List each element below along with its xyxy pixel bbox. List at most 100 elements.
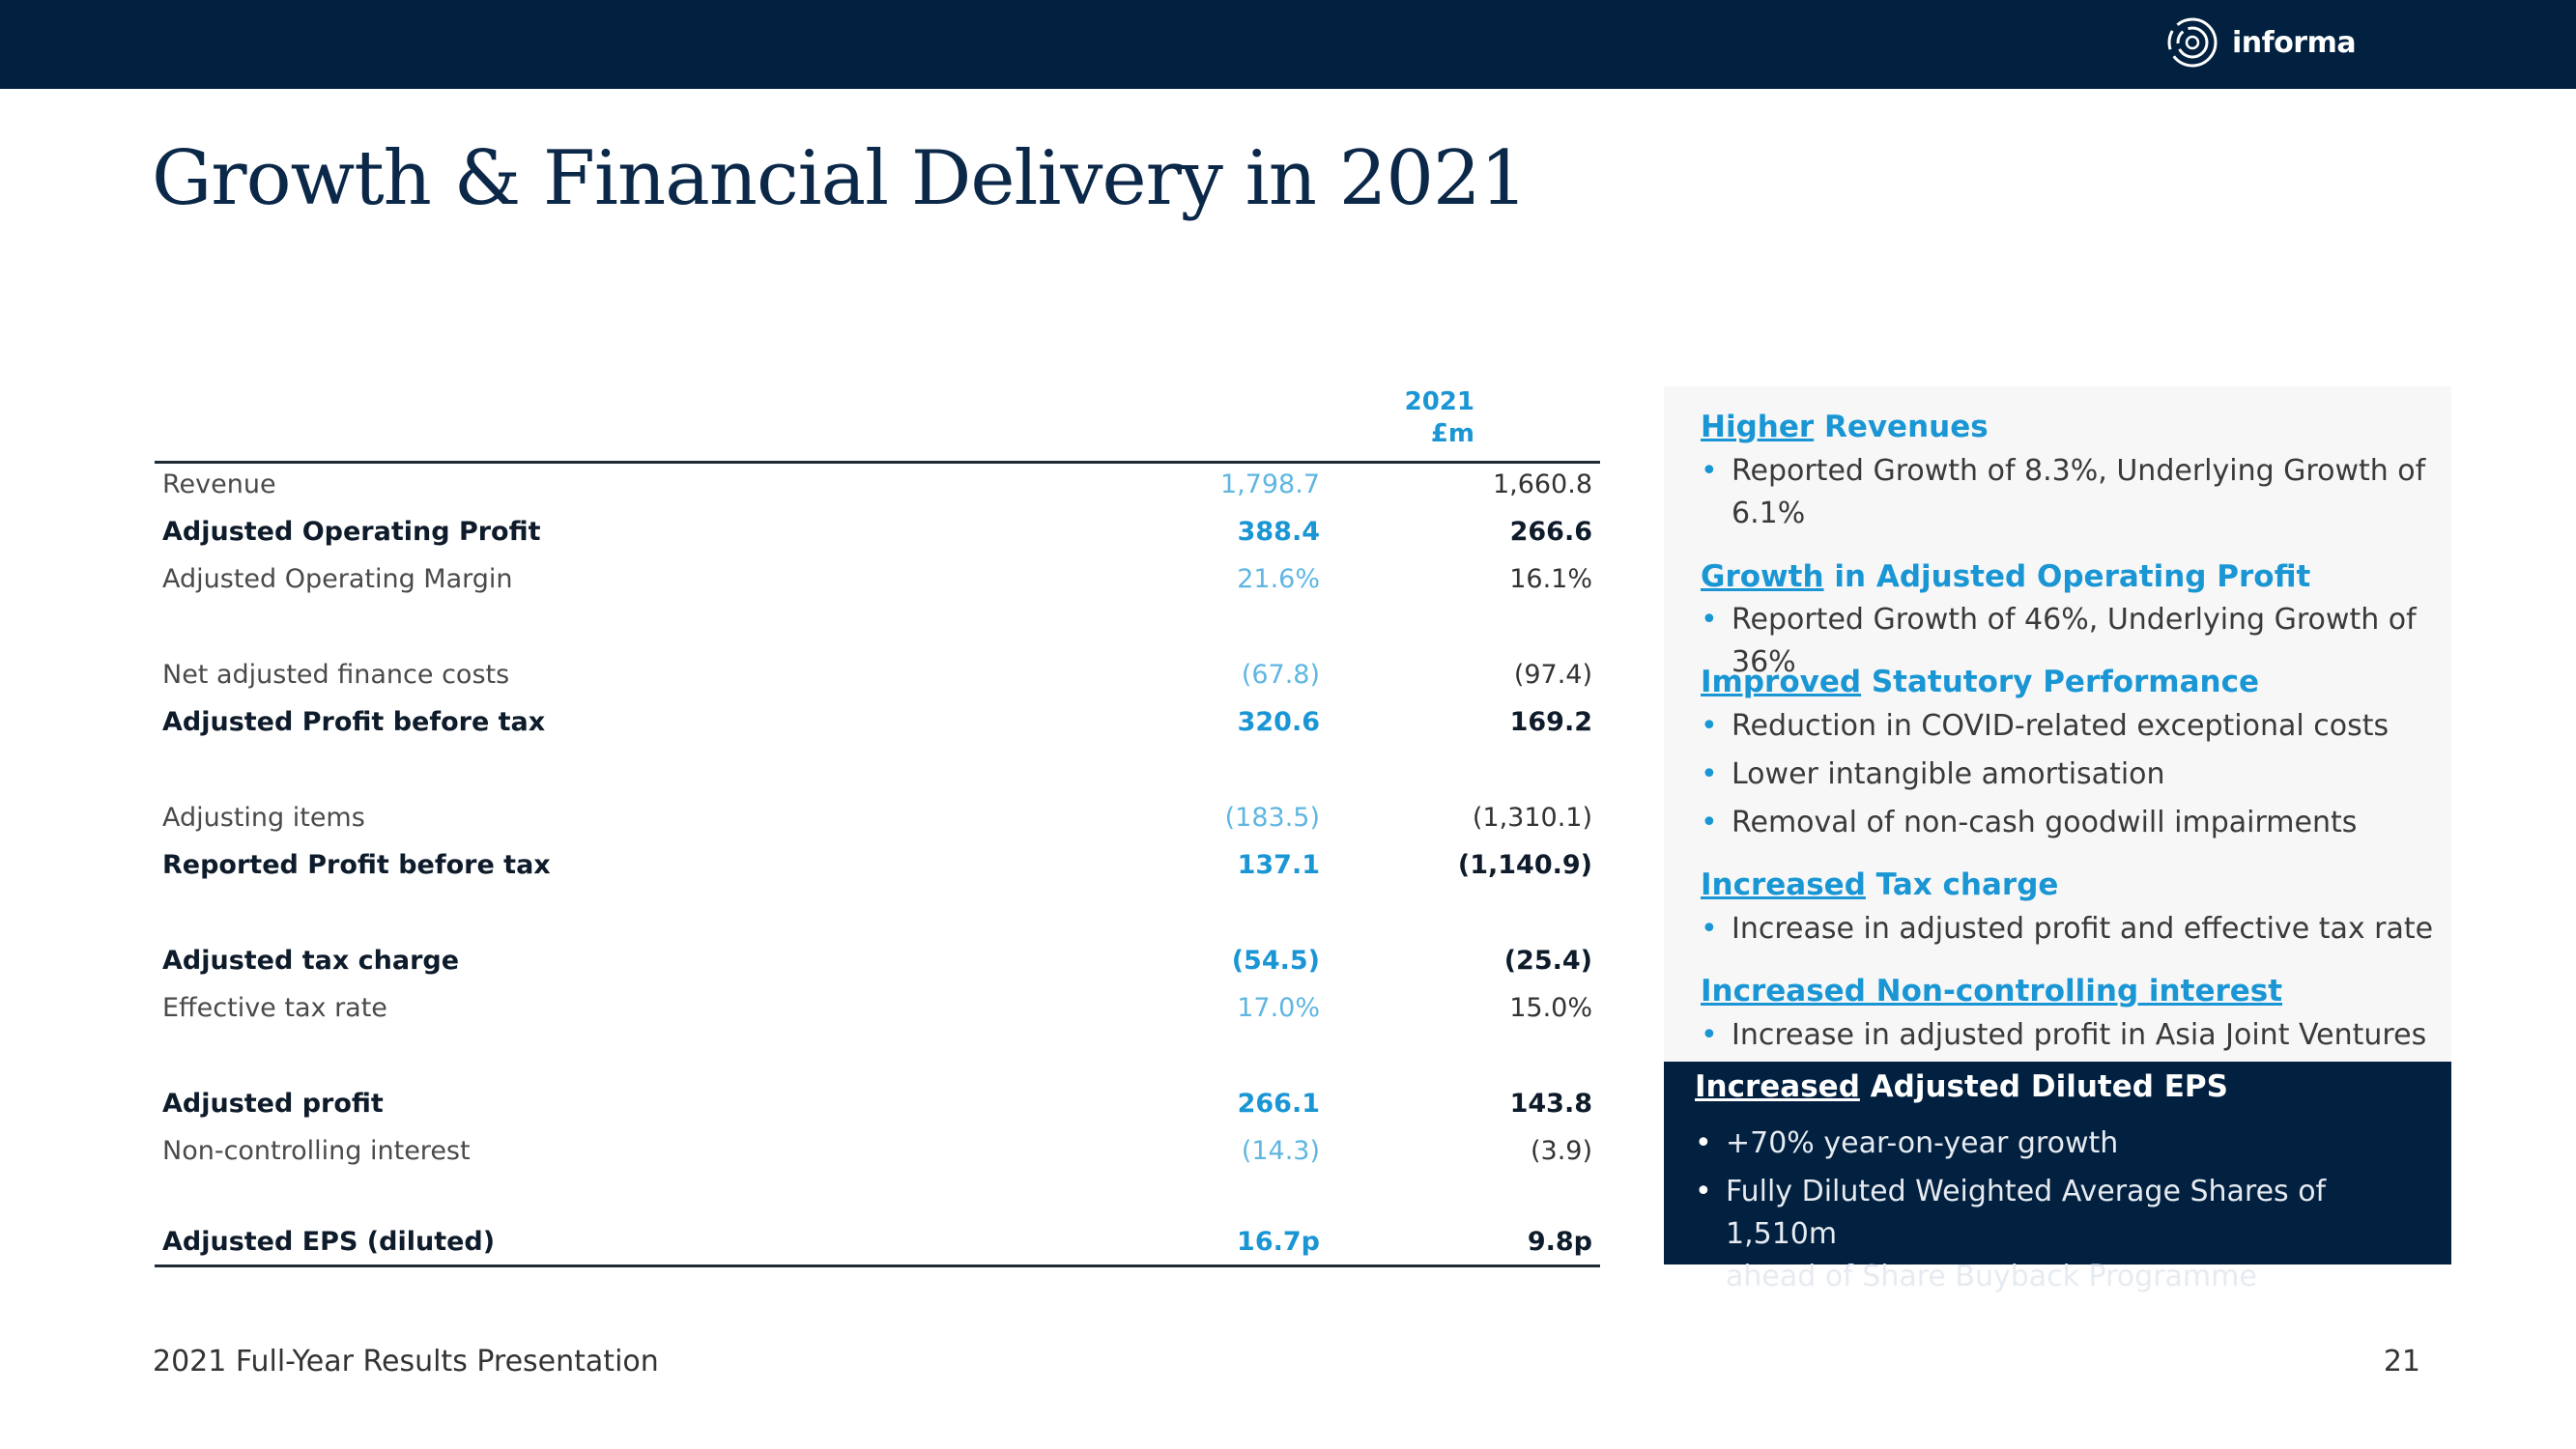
row-value-2021: 388.4 — [1237, 517, 1320, 547]
row-value-2020: 1,660.8 — [1492, 469, 1592, 499]
informa-logo-icon — [2167, 17, 2218, 68]
highlight-bullet: • Reported Growth of 8.3%, Underlying Gr… — [1701, 450, 2435, 535]
eps-highlight-box — [1664, 1062, 2451, 1264]
row-value-2021: 266.1 — [1237, 1089, 1320, 1119]
row-label: Reported Profit before tax — [162, 850, 551, 880]
bullet-text: Removal of non-cash goodwill impairments — [1732, 806, 2358, 839]
footer-presentation-title: 2021 Full-Year Results Presentation — [153, 1345, 659, 1378]
row-label: Revenue — [162, 469, 276, 499]
column-header-2021: 2021 £m — [1208, 386, 1474, 450]
eps-heading: Increased Adjusted Diluted EPS — [1695, 1069, 2228, 1104]
heading-underlined: Growth — [1701, 559, 1824, 594]
bullet-text: Lower intangible amortisation — [1732, 757, 2165, 791]
bullet-text: Increase in adjusted profit in Asia Join… — [1732, 1018, 2427, 1052]
bullet-text-line: ahead of Share Buyback Programme — [1726, 1260, 2257, 1293]
row-label: Adjusted Operating Profit — [162, 517, 541, 547]
table-row: Adjusting items (183.5) (1,310.1) — [155, 794, 1600, 841]
bullet-text-line: Fully Diluted Weighted Average Shares of… — [1726, 1175, 2327, 1251]
heading-underlined: Increased — [1701, 867, 1866, 902]
bullet-icon: • — [1701, 757, 1718, 791]
highlights-panel — [1664, 386, 2451, 1063]
page-title: Growth & Financial Delivery in 2021 — [152, 135, 1528, 222]
bullet-text: Reported Growth of 8.3%, Underlying Grow… — [1701, 450, 2435, 535]
table-row: Effective tax rate 17.0% 15.0% — [155, 984, 1600, 1032]
table-row: Non-controlling interest (14.3) (3.9) — [155, 1127, 1600, 1175]
row-value-2021: (67.8) — [1241, 660, 1320, 690]
bullet-text: Reported Growth of 46%, Underlying Growt… — [1732, 603, 2417, 679]
heading-underlined: Higher — [1701, 410, 1815, 444]
table-row: Adjusted profit 266.1 143.8 — [155, 1080, 1600, 1127]
heading-rest: Revenues — [1814, 410, 1989, 444]
row-value-2021: (54.5) — [1231, 946, 1320, 976]
row-label: Adjusted Profit before tax — [162, 707, 546, 737]
row-value-2020: 16.1% — [1509, 564, 1592, 594]
top-bar: informa — [0, 0, 2576, 89]
row-value-2020: 9.8p — [1527, 1227, 1592, 1257]
row-label: Adjusting items — [162, 803, 365, 833]
row-label: Adjusted EPS (diluted) — [162, 1227, 496, 1257]
table-bottom-divider — [155, 1264, 1600, 1267]
heading-underlined: Improved — [1701, 665, 1862, 699]
bullet-text-line: 6.1% — [1732, 497, 1806, 530]
highlight-heading-operating-profit: Growth in Adjusted Operating Profit — [1701, 559, 2310, 594]
highlight-bullet: • Reported Growth of 46%, Underlying Gro… — [1701, 599, 2435, 684]
row-value-2020: 15.0% — [1509, 993, 1592, 1023]
highlight-bullet: • Lower intangible amortisation — [1701, 753, 2435, 796]
row-label: Non-controlling interest — [162, 1136, 471, 1166]
bullet-icon: • — [1701, 1018, 1718, 1052]
row-value-2021: 320.6 — [1237, 707, 1320, 737]
row-value-2020: (1,310.1) — [1472, 803, 1592, 833]
row-label: Effective tax rate — [162, 993, 387, 1023]
brand-logo: informa — [2164, 14, 2357, 71]
table-row: Adjusted Operating Margin 21.6% 16.1% — [155, 555, 1600, 603]
highlight-heading-statutory: Improved Statutory Performance — [1701, 665, 2259, 699]
bullet-text-line: Reported Growth of 8.3%, Underlying Grow… — [1732, 454, 2426, 488]
row-value-2020: (97.4) — [1513, 660, 1592, 690]
table-row: Adjusted Operating Profit 388.4 266.6 — [155, 508, 1600, 555]
row-value-2020: 266.6 — [1509, 517, 1592, 547]
heading-underlined: Increased Non-controlling interest — [1701, 974, 2283, 1009]
row-label: Adjusted Operating Margin — [162, 564, 513, 594]
table-row: Adjusted Profit before tax 320.6 169.2 — [155, 698, 1600, 746]
row-value-2021: (183.5) — [1224, 803, 1320, 833]
heading-underlined: Increased — [1695, 1069, 1860, 1104]
row-value-2020: 169.2 — [1509, 707, 1592, 737]
bullet-icon: • — [1701, 454, 1718, 488]
heading-rest: Tax charge — [1865, 867, 2059, 902]
row-value-2020: (3.9) — [1530, 1136, 1592, 1166]
bullet-icon: • — [1701, 912, 1718, 946]
row-value-2020: (1,140.9) — [1457, 850, 1592, 880]
row-value-2021: 16.7p — [1237, 1227, 1320, 1257]
bullet-icon: • — [1701, 603, 1718, 637]
bullet-icon: • — [1701, 806, 1718, 839]
bullet-icon: • — [1701, 709, 1718, 743]
heading-rest: in Adjusted Operating Profit — [1823, 559, 2311, 594]
row-label: Adjusted tax charge — [162, 946, 460, 976]
highlight-heading-revenues: Higher Revenues — [1701, 410, 1989, 444]
highlight-bullet: • Removal of non-cash goodwill impairmen… — [1701, 802, 2435, 844]
table-row: Reported Profit before tax 137.1 (1,140.… — [155, 841, 1600, 889]
bullet-icon: • — [1695, 1175, 1712, 1208]
eps-bullet: • Fully Diluted Weighted Average Shares … — [1695, 1171, 2429, 1298]
row-value-2021: 137.1 — [1237, 850, 1320, 880]
row-value-2021: 17.0% — [1237, 993, 1320, 1023]
table-row: Adjusted tax charge (54.5) (25.4) — [155, 937, 1600, 984]
header-divider — [155, 461, 1600, 464]
table-row: Net adjusted finance costs (67.8) (97.4) — [155, 651, 1600, 698]
row-value-2021: (14.3) — [1241, 1136, 1320, 1166]
logo-text: informa — [2232, 25, 2357, 60]
table-row: Revenue 1,798.7 1,660.8 — [155, 461, 1600, 508]
heading-rest: Statutory Performance — [1861, 665, 2259, 699]
highlight-bullet: • Increase in adjusted profit and effect… — [1701, 908, 2435, 951]
highlight-heading-nci: Increased Non-controlling interest — [1701, 974, 2282, 1009]
row-label: Net adjusted finance costs — [162, 660, 510, 690]
row-label: Adjusted profit — [162, 1089, 384, 1119]
highlight-bullet: • Increase in adjusted profit in Asia Jo… — [1701, 1014, 2435, 1057]
row-value-2021: 21.6% — [1237, 564, 1320, 594]
row-value-2021: 1,798.7 — [1219, 469, 1320, 499]
highlight-heading-tax: Increased Tax charge — [1701, 867, 2058, 902]
page-number: 21 — [2383, 1345, 2420, 1378]
highlight-bullet: • Reduction in COVID-related exceptional… — [1701, 705, 2435, 748]
row-value-2020: (25.4) — [1503, 946, 1592, 976]
bullet-text: Reduction in COVID-related exceptional c… — [1732, 709, 2390, 743]
